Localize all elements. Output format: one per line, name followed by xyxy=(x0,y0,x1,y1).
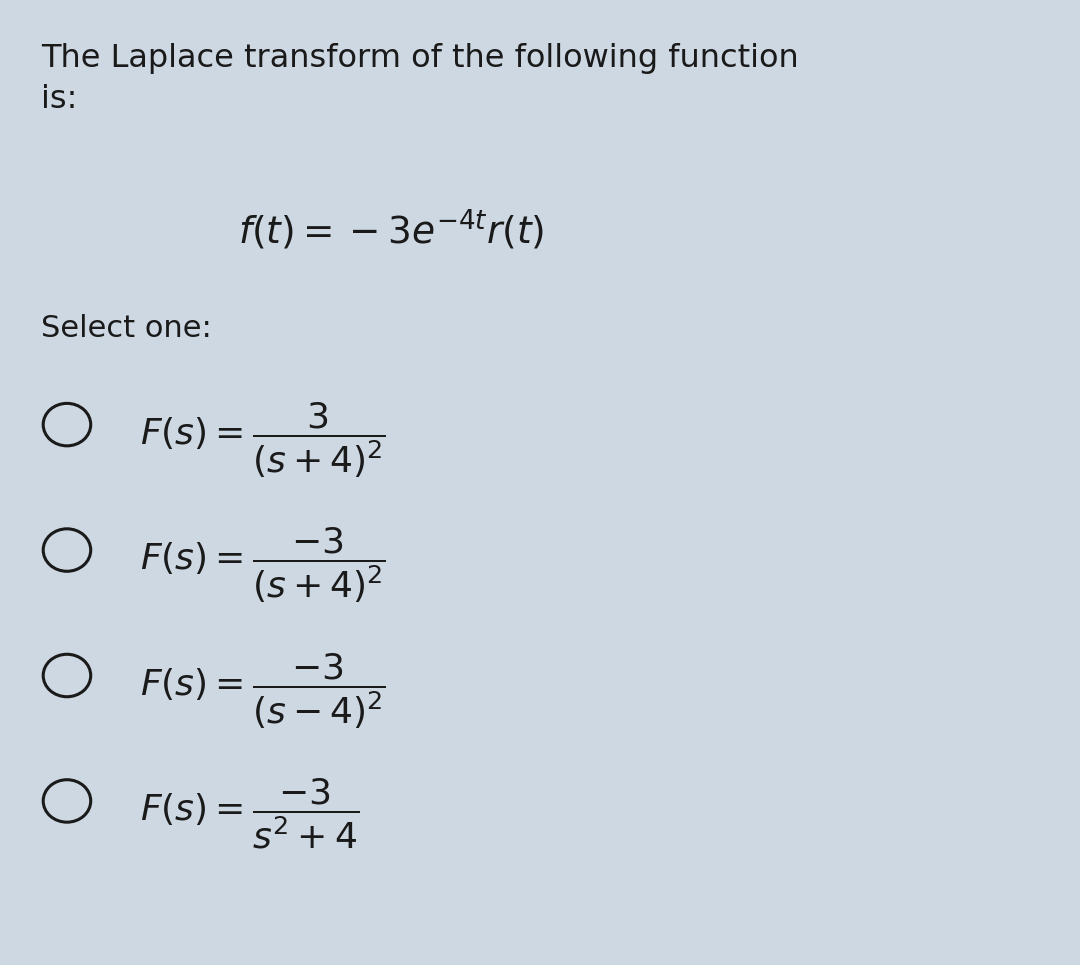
Text: Select one:: Select one: xyxy=(41,314,212,343)
Text: $F(s) = \dfrac{3}{(s+4)^2}$: $F(s) = \dfrac{3}{(s+4)^2}$ xyxy=(140,400,387,480)
Text: The Laplace transform of the following function
is:: The Laplace transform of the following f… xyxy=(41,43,799,115)
Text: $F(s) = \dfrac{-3}{(s-4)^2}$: $F(s) = \dfrac{-3}{(s-4)^2}$ xyxy=(140,651,387,731)
Text: $f(t) = -3e^{-4t}r(t)$: $f(t) = -3e^{-4t}r(t)$ xyxy=(238,207,544,252)
Text: $F(s) = \dfrac{-3}{s^2+4}$: $F(s) = \dfrac{-3}{s^2+4}$ xyxy=(140,777,360,851)
Text: $F(s) = \dfrac{-3}{(s+4)^2}$: $F(s) = \dfrac{-3}{(s+4)^2}$ xyxy=(140,526,387,605)
